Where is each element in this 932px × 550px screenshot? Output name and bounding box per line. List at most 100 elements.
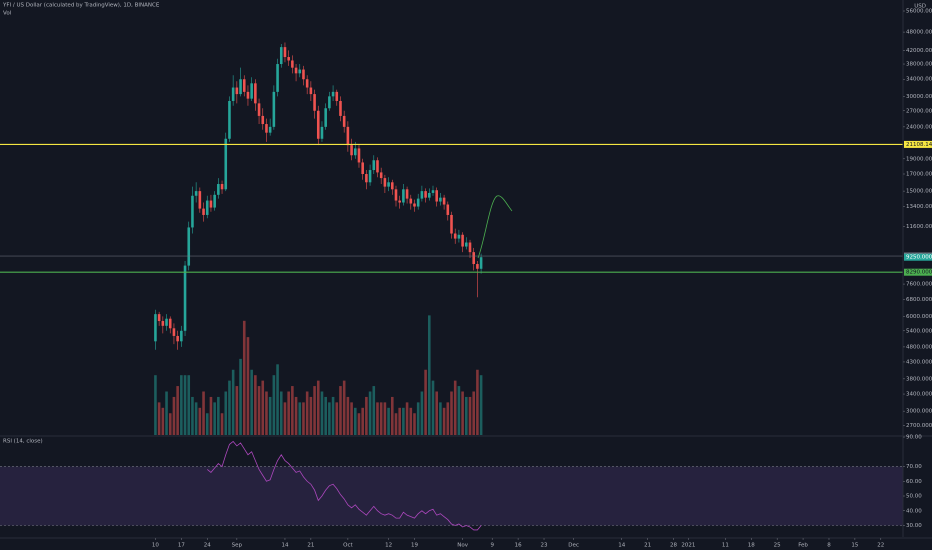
volume-bar xyxy=(416,402,420,435)
volume-bar xyxy=(331,396,335,435)
candle-body xyxy=(365,174,368,183)
y-tick-label: 38000.00000 xyxy=(906,62,932,68)
candle-body xyxy=(372,160,376,171)
candle-body xyxy=(435,190,438,202)
volume-bar xyxy=(228,380,231,435)
candle-body xyxy=(416,198,420,207)
volume-bar xyxy=(379,402,383,435)
x-tick-label: 8 xyxy=(827,543,831,549)
volume-bar xyxy=(428,315,431,435)
candle-body xyxy=(157,314,161,322)
candle-body xyxy=(172,328,176,336)
volume-bar xyxy=(298,402,302,435)
volume-bar xyxy=(287,391,290,435)
volume-bar xyxy=(472,391,475,435)
candle-body xyxy=(361,162,364,175)
candle-body xyxy=(217,184,220,195)
volume-bar xyxy=(453,380,457,435)
candle-body xyxy=(261,115,265,125)
candle-body xyxy=(231,87,235,101)
candle-body xyxy=(390,182,394,190)
x-tick-label: 2021 xyxy=(681,543,695,549)
rsi-tick-label: 30.00 xyxy=(906,523,922,529)
candle-body xyxy=(387,182,390,187)
candle-body xyxy=(305,79,309,88)
volume-bar xyxy=(457,386,461,435)
x-tick-label: 18 xyxy=(748,543,755,549)
candle-body xyxy=(446,204,450,215)
candle-body xyxy=(346,126,350,146)
volume-bar xyxy=(350,402,353,435)
candle-body xyxy=(328,96,331,109)
volume-bar xyxy=(209,396,213,435)
volume-bar xyxy=(191,396,194,435)
candle-body xyxy=(294,67,298,74)
candle-body xyxy=(353,148,357,156)
x-tick-label: Nov xyxy=(457,543,468,549)
volume-bar xyxy=(239,358,242,435)
volume-bar xyxy=(205,413,209,435)
volume-bar xyxy=(431,380,435,435)
y-tick-label: 27000.00000 xyxy=(906,108,932,114)
volume-bar xyxy=(213,402,216,435)
candle-body xyxy=(479,257,483,269)
volume-bar xyxy=(294,396,298,435)
volume-bar xyxy=(254,375,257,435)
x-tick-label: 21 xyxy=(307,543,314,549)
x-tick-label: Feb xyxy=(798,543,808,549)
candle-body xyxy=(409,198,413,204)
volume-bar xyxy=(198,407,202,435)
x-tick-label: 24 xyxy=(204,543,211,549)
x-tick-label: 23 xyxy=(541,543,548,549)
candle-body xyxy=(183,265,187,331)
volume-bar xyxy=(353,407,357,435)
volume-bar xyxy=(372,386,376,435)
volume-bar xyxy=(154,375,157,435)
rsi-band-layer xyxy=(0,466,903,526)
candle-body xyxy=(168,318,172,329)
volume-bar xyxy=(405,402,409,435)
price-line-label-box xyxy=(904,268,932,276)
candle-body xyxy=(176,335,179,342)
volume-bar xyxy=(435,391,438,435)
x-tick-label: Dec xyxy=(568,543,579,549)
volume-bar xyxy=(265,391,268,435)
volume-bar xyxy=(313,386,316,435)
candle-body xyxy=(405,189,409,199)
candle-body xyxy=(250,83,253,99)
volume-bar xyxy=(413,413,416,435)
volume-bar xyxy=(291,386,294,435)
volume-bar xyxy=(320,391,324,435)
volume-bar xyxy=(283,402,287,435)
x-tick-label: 17 xyxy=(178,543,185,549)
candle-body xyxy=(209,200,213,208)
price-line-label-box xyxy=(904,140,932,148)
volume-bar xyxy=(324,396,327,435)
volume-bar xyxy=(316,380,320,435)
y-tick-label: 24000.00000 xyxy=(906,124,932,130)
rsi-tick-label: 50.00 xyxy=(906,494,922,500)
volume-bar xyxy=(346,396,350,435)
x-tick-label: Sep xyxy=(232,543,243,549)
volume-bar xyxy=(257,386,261,435)
candle-body xyxy=(461,234,464,247)
candle-body xyxy=(394,189,398,201)
volume-bar xyxy=(450,391,453,435)
x-tick-label: 12 xyxy=(385,543,392,549)
volume-bar xyxy=(398,407,401,435)
y-tick-label: 13400.00000 xyxy=(906,204,932,210)
y-tick-label: 5400.00000 xyxy=(906,328,932,334)
volume-bar xyxy=(305,391,309,435)
drawn-curve xyxy=(477,195,513,259)
volume-bar xyxy=(376,402,379,435)
candle-body xyxy=(350,145,353,156)
rsi-title: RSI (14, close) xyxy=(3,439,43,445)
y-tick-label: 4800.00000 xyxy=(906,344,932,350)
volume-bar xyxy=(368,391,372,435)
volume-bar xyxy=(165,391,168,435)
x-tick-label: 16 xyxy=(515,543,522,549)
x-tick-label: 14 xyxy=(618,543,625,549)
candle-body xyxy=(194,191,198,196)
